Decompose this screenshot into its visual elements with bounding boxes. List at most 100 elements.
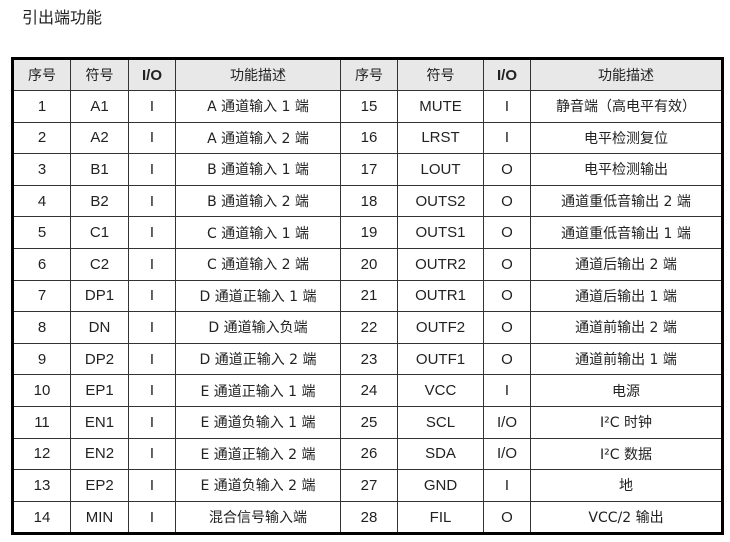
pin-symbol: EP1 <box>70 374 129 407</box>
pin-number: 25 <box>340 405 398 439</box>
pin-symbol: EN1 <box>70 405 129 439</box>
pin-io: I <box>483 469 531 502</box>
pin-symbol: LOUT <box>397 153 484 186</box>
pin-description: 混合信号输入端 <box>175 500 341 535</box>
pin-number: 10 <box>12 374 71 407</box>
pin-description: C 通道输入 1 端 <box>175 216 341 249</box>
pin-number: 6 <box>12 247 71 281</box>
pin-io: I <box>128 500 176 535</box>
pin-description: D 通道输入负端 <box>175 311 341 344</box>
pin-description: 通道重低音输出 2 端 <box>530 184 723 218</box>
pin-io: O <box>483 184 531 218</box>
pin-symbol: B2 <box>70 184 129 218</box>
pin-io: I <box>128 121 176 155</box>
pin-io: I <box>128 216 176 249</box>
pin-number: 5 <box>12 216 71 249</box>
pin-symbol: EN2 <box>70 437 129 471</box>
table-row: 6 C2 I C 通道输入 2 端 20 OUTR2 O 通道后输出 2 端 <box>12 247 723 281</box>
pin-symbol: GND <box>397 469 484 502</box>
pin-io: I <box>483 374 531 407</box>
pin-number: 13 <box>12 469 71 502</box>
header-pin-number: 序号 <box>340 58 398 91</box>
section-title: 引出端功能 <box>22 8 103 27</box>
pin-symbol: DP2 <box>70 342 129 376</box>
pin-io: O <box>483 311 531 344</box>
pin-symbol: C1 <box>70 216 129 249</box>
table-row: 14 MIN I 混合信号输入端 28 FIL O VCC/2 输出 <box>12 500 723 535</box>
table-row: 3 B1 I B 通道输入 1 端 17 LOUT O 电平检测输出 <box>12 153 723 186</box>
table-row: 4 B2 I B 通道输入 2 端 18 OUTS2 O 通道重低音输出 2 端 <box>12 184 723 218</box>
header-pin-description: 功能描述 <box>175 58 341 91</box>
pin-io: I/O <box>483 405 531 439</box>
pin-description: I²C 数据 <box>530 437 723 471</box>
pin-symbol: LRST <box>397 121 484 155</box>
pin-io: I <box>128 311 176 344</box>
pin-io: O <box>483 153 531 186</box>
pin-io: I <box>128 184 176 218</box>
pin-symbol: MUTE <box>397 90 484 123</box>
pin-symbol: B1 <box>70 153 129 186</box>
pin-symbol: EP2 <box>70 469 129 502</box>
pin-io: I <box>128 90 176 123</box>
pin-number: 16 <box>340 121 398 155</box>
pin-description: B 通道输入 2 端 <box>175 184 341 218</box>
pin-function-table: 序号 符号 I/O 功能描述 序号 符号 I/O 功能描述 1 A1 I A 通道输入 1 端 15 M… <box>11 57 724 536</box>
table-row: 7 DP1 I D 通道正输入 1 端 21 OUTR1 O 通道后输出 1 端 <box>12 279 723 313</box>
pin-description: E 通道负输入 2 端 <box>175 469 341 502</box>
table-row: 13 EP2 I E 通道负输入 2 端 27 GND I 地 <box>12 469 723 502</box>
pin-number: 15 <box>340 90 398 123</box>
pin-symbol: DN <box>70 311 129 344</box>
pin-description: E 通道正输入 2 端 <box>175 437 341 471</box>
pin-description: A 通道输入 1 端 <box>175 90 341 123</box>
pin-number: 24 <box>340 374 398 407</box>
pin-symbol: VCC <box>397 374 484 407</box>
pin-symbol: A1 <box>70 90 129 123</box>
pin-number: 4 <box>12 184 71 218</box>
pin-symbol: DP1 <box>70 279 129 313</box>
pin-number: 2 <box>12 121 71 155</box>
pin-number: 19 <box>340 216 398 249</box>
pin-description: VCC/2 输出 <box>530 500 723 535</box>
table-row: 8 DN I D 通道输入负端 22 OUTF2 O 通道前输出 2 端 <box>12 311 723 344</box>
pin-number: 8 <box>12 311 71 344</box>
pin-io: I <box>128 247 176 281</box>
pin-number: 27 <box>340 469 398 502</box>
pin-symbol: OUTF2 <box>397 311 484 344</box>
pin-description: 通道前输出 1 端 <box>530 342 723 376</box>
pin-symbol: OUTS2 <box>397 184 484 218</box>
pin-description: B 通道输入 1 端 <box>175 153 341 186</box>
pin-number: 28 <box>340 500 398 535</box>
pin-io: I <box>128 153 176 186</box>
pin-description: 电平检测复位 <box>530 121 723 155</box>
pin-io: I <box>128 437 176 471</box>
header-pin-io: I/O <box>483 58 531 91</box>
header-pin-number: 序号 <box>12 58 71 91</box>
pin-number: 9 <box>12 342 71 376</box>
pin-symbol: A2 <box>70 121 129 155</box>
pin-description: 电源 <box>530 374 723 407</box>
pin-number: 18 <box>340 184 398 218</box>
pin-io: O <box>483 247 531 281</box>
pin-io: I <box>128 342 176 376</box>
table-row: 1 A1 I A 通道输入 1 端 15 MUTE I 静音端（高电平有效） <box>12 90 723 123</box>
pin-symbol: MIN <box>70 500 129 535</box>
pin-symbol: OUTF1 <box>397 342 484 376</box>
pin-symbol: FIL <box>397 500 484 535</box>
pin-io: O <box>483 279 531 313</box>
pin-number: 1 <box>12 90 71 123</box>
table-row: 9 DP2 I D 通道正输入 2 端 23 OUTF1 O 通道前输出 1 端 <box>12 342 723 376</box>
pin-description: 通道重低音输出 1 端 <box>530 216 723 249</box>
header-row: 序号 符号 I/O 功能描述 序号 符号 I/O 功能描述 <box>12 58 723 91</box>
pin-description: D 通道正输入 1 端 <box>175 279 341 313</box>
pin-symbol: OUTR1 <box>397 279 484 313</box>
pin-io: I/O <box>483 437 531 471</box>
pin-description: C 通道输入 2 端 <box>175 247 341 281</box>
pin-symbol: C2 <box>70 247 129 281</box>
pin-io: O <box>483 500 531 535</box>
pin-symbol: SCL <box>397 405 484 439</box>
pin-symbol: SDA <box>397 437 484 471</box>
pin-io: I <box>128 469 176 502</box>
pin-io: I <box>128 405 176 439</box>
table-row: 10 EP1 I E 通道正输入 1 端 24 VCC I 电源 <box>12 374 723 407</box>
pin-description: E 通道负输入 1 端 <box>175 405 341 439</box>
